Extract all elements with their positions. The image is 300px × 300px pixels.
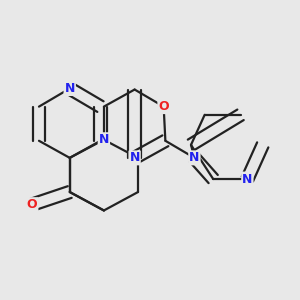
Text: O: O (158, 100, 169, 113)
Text: O: O (27, 198, 38, 211)
Text: N: N (189, 152, 200, 164)
Text: N: N (129, 152, 140, 164)
Text: N: N (242, 172, 253, 185)
Text: N: N (99, 133, 109, 146)
Text: N: N (64, 82, 75, 95)
